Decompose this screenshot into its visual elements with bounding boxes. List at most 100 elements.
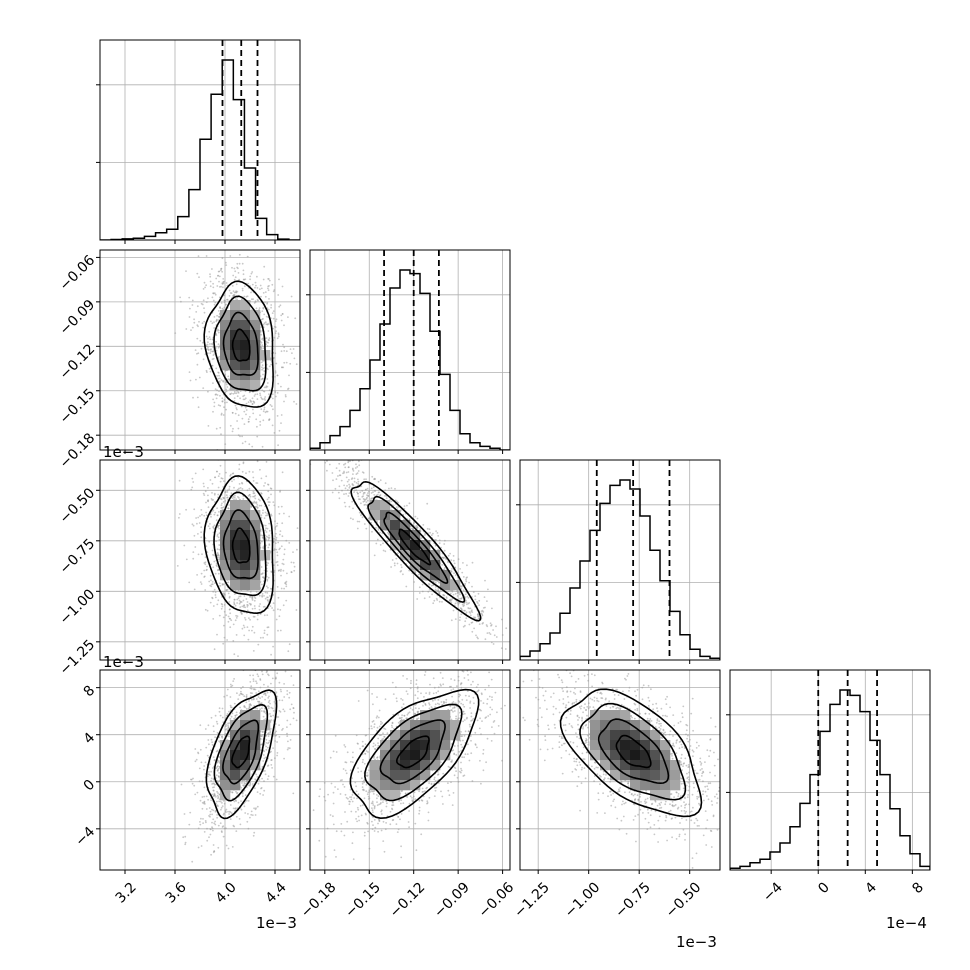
scatter-point bbox=[228, 608, 231, 611]
scatter-point bbox=[226, 496, 229, 499]
scatter-point bbox=[268, 337, 271, 340]
scatter-point bbox=[226, 688, 229, 691]
scatter-point bbox=[215, 427, 218, 430]
scatter-point bbox=[267, 562, 269, 565]
scatter-point bbox=[478, 599, 481, 602]
scatter-point bbox=[199, 821, 201, 823]
scatter-point bbox=[277, 596, 280, 599]
scatter-point bbox=[287, 316, 289, 318]
scatter-point bbox=[430, 584, 433, 587]
scatter-point bbox=[465, 617, 468, 620]
scatter-point bbox=[235, 634, 238, 636]
scatter-point bbox=[272, 501, 275, 503]
scatter-point bbox=[285, 361, 288, 364]
scatter-point bbox=[456, 592, 459, 595]
scatter-point bbox=[266, 301, 269, 304]
scatter-point bbox=[420, 537, 423, 540]
scatter-point bbox=[248, 443, 251, 446]
scatter-point bbox=[273, 537, 276, 540]
scatter-point bbox=[235, 815, 238, 818]
scatter-point bbox=[260, 566, 263, 568]
scatter-point bbox=[461, 571, 464, 574]
scatter-point bbox=[210, 770, 213, 773]
scatter-point bbox=[255, 692, 258, 694]
scatter-point bbox=[397, 501, 400, 504]
scatter-point bbox=[472, 591, 475, 593]
scatter-point bbox=[213, 588, 216, 591]
scatter-point bbox=[274, 528, 277, 531]
scatter-point bbox=[359, 491, 362, 494]
scatter-point bbox=[273, 325, 276, 328]
scatter-point bbox=[254, 707, 257, 710]
density-cell bbox=[430, 560, 441, 571]
scatter-point bbox=[304, 434, 306, 436]
density-cell bbox=[220, 510, 231, 521]
scatter-point bbox=[245, 457, 247, 459]
scatter-point bbox=[492, 643, 495, 645]
scatter-point bbox=[239, 595, 242, 598]
scatter-point bbox=[459, 607, 462, 609]
scatter-point bbox=[236, 389, 238, 392]
scatter-point bbox=[286, 572, 288, 575]
scatter-point bbox=[483, 596, 486, 598]
scatter-point bbox=[458, 592, 461, 594]
scatter-point bbox=[211, 793, 214, 796]
scatter-point bbox=[203, 311, 206, 314]
scatter-point bbox=[266, 514, 269, 517]
scatter-point bbox=[214, 388, 217, 390]
scatter-point bbox=[289, 348, 292, 350]
scatter-point bbox=[355, 482, 358, 484]
scatter-point bbox=[198, 441, 200, 443]
scatter-point bbox=[239, 606, 242, 608]
scatter-point bbox=[224, 299, 226, 302]
scatter-point bbox=[283, 350, 286, 352]
scatter-point bbox=[221, 502, 223, 505]
scatter-point bbox=[225, 261, 227, 264]
scatter-point bbox=[212, 398, 215, 401]
scatter-point bbox=[213, 401, 216, 404]
scatter-point bbox=[203, 485, 205, 488]
scatter-point bbox=[248, 487, 251, 490]
scatter-point bbox=[193, 508, 196, 511]
scatter-point bbox=[261, 389, 264, 392]
density-cell bbox=[370, 500, 381, 511]
scatter-point bbox=[265, 461, 268, 463]
scatter-point bbox=[444, 539, 446, 542]
scatter-point bbox=[354, 467, 357, 469]
scatter-point bbox=[270, 487, 273, 490]
scatter-point bbox=[223, 604, 226, 606]
scatter-point bbox=[253, 831, 256, 834]
scatter-point bbox=[256, 398, 259, 400]
scatter-point bbox=[206, 827, 208, 830]
scatter-point bbox=[192, 404, 194, 406]
scatter-point bbox=[268, 322, 270, 325]
scatter-point bbox=[263, 614, 266, 617]
scatter-point bbox=[276, 522, 279, 525]
scatter-point bbox=[216, 318, 218, 321]
scatter-point bbox=[262, 509, 264, 512]
scatter-point bbox=[273, 336, 276, 339]
scatter-point bbox=[366, 499, 369, 502]
scatter-point bbox=[274, 525, 277, 528]
scatter-point bbox=[251, 397, 254, 400]
scatter-point bbox=[189, 811, 192, 814]
scatter-point bbox=[228, 295, 231, 297]
scatter-point bbox=[343, 471, 345, 474]
scatter-point bbox=[226, 386, 229, 388]
scatter-point bbox=[204, 490, 207, 493]
scatter-point bbox=[454, 592, 457, 595]
scatter-point bbox=[212, 778, 215, 781]
scatter-point bbox=[267, 707, 270, 710]
scatter-point bbox=[200, 583, 203, 585]
scatter-point bbox=[268, 393, 270, 396]
scatter-point bbox=[342, 444, 344, 446]
scatter-point bbox=[206, 343, 209, 346]
scatter-point bbox=[220, 412, 223, 415]
scatter-point bbox=[223, 406, 225, 409]
scatter-point bbox=[233, 678, 236, 680]
scatter-point bbox=[207, 297, 209, 300]
scatter-point bbox=[267, 308, 270, 311]
scatter-point bbox=[211, 581, 214, 583]
scatter-point bbox=[471, 561, 474, 564]
density-cell bbox=[240, 540, 251, 551]
